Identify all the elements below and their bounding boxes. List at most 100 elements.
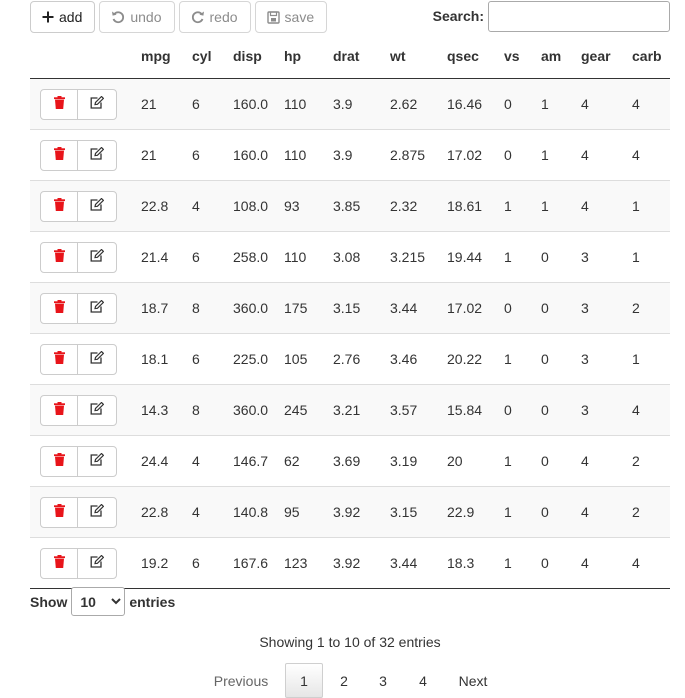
cell-gear[interactable]: 3 [581,282,632,334]
cell-hp[interactable]: 245 [284,384,333,436]
cell-qsec[interactable]: 19.44 [447,231,504,283]
header-mpg[interactable]: mpg [141,34,192,79]
header-gear[interactable]: gear [581,34,632,79]
cell-gear[interactable]: 3 [581,231,632,283]
header-hp[interactable]: hp [284,34,333,79]
delete-row-button[interactable] [40,547,78,579]
cell-vs[interactable]: 0 [504,129,541,181]
cell-hp[interactable]: 123 [284,537,333,589]
cell-carb[interactable]: 4 [632,384,670,436]
edit-row-button[interactable] [77,547,117,579]
search-input[interactable] [488,1,670,32]
cell-disp[interactable]: 360.0 [233,384,284,436]
cell-gear[interactable]: 4 [581,537,632,589]
cell-hp[interactable]: 93 [284,180,333,232]
cell-hp[interactable]: 110 [284,129,333,181]
cell-cyl[interactable]: 4 [192,180,233,232]
cell-hp[interactable]: 110 [284,78,333,130]
edit-row-button[interactable] [77,139,117,171]
cell-am[interactable]: 1 [541,78,581,130]
next-button[interactable]: Next [458,672,488,689]
cell-vs[interactable]: 1 [504,180,541,232]
delete-row-button[interactable] [40,292,78,324]
cell-vs[interactable]: 1 [504,537,541,589]
page-button-3[interactable]: 3 [379,672,387,689]
cell-cyl[interactable]: 6 [192,129,233,181]
cell-am[interactable]: 1 [541,180,581,232]
cell-hp[interactable]: 95 [284,486,333,538]
add-button[interactable]: add [30,1,96,33]
cell-wt[interactable]: 2.62 [390,78,447,130]
cell-disp[interactable]: 225.0 [233,333,284,385]
cell-gear[interactable]: 4 [581,486,632,538]
cell-mpg[interactable]: 18.1 [141,333,192,385]
cell-qsec[interactable]: 17.02 [447,129,504,181]
cell-qsec[interactable]: 17.02 [447,282,504,334]
page-length-select[interactable]: 10 [71,587,126,616]
cell-carb[interactable]: 1 [632,231,670,283]
cell-vs[interactable]: 0 [504,78,541,130]
header-qsec[interactable]: qsec [447,34,504,79]
cell-cyl[interactable]: 6 [192,231,233,283]
previous-button[interactable]: Previous [213,672,269,689]
cell-vs[interactable]: 1 [504,435,541,487]
delete-row-button[interactable] [40,88,78,120]
cell-gear[interactable]: 4 [581,78,632,130]
cell-drat[interactable]: 3.85 [333,180,390,232]
cell-hp[interactable]: 110 [284,231,333,283]
cell-am[interactable]: 1 [541,129,581,181]
cell-disp[interactable]: 167.6 [233,537,284,589]
cell-carb[interactable]: 2 [632,282,670,334]
cell-carb[interactable]: 4 [632,78,670,130]
cell-am[interactable]: 0 [541,384,581,436]
cell-cyl[interactable]: 6 [192,333,233,385]
cell-vs[interactable]: 1 [504,231,541,283]
cell-carb[interactable]: 2 [632,486,670,538]
cell-hp[interactable]: 105 [284,333,333,385]
cell-mpg[interactable]: 21 [141,78,192,130]
edit-row-button[interactable] [77,445,117,477]
cell-am[interactable]: 0 [541,231,581,283]
cell-mpg[interactable]: 24.4 [141,435,192,487]
cell-cyl[interactable]: 4 [192,486,233,538]
cell-qsec[interactable]: 22.9 [447,486,504,538]
cell-cyl[interactable]: 8 [192,384,233,436]
delete-row-button[interactable] [40,139,78,171]
edit-row-button[interactable] [77,88,117,120]
header-am[interactable]: am [541,34,581,79]
cell-qsec[interactable]: 18.3 [447,537,504,589]
edit-row-button[interactable] [77,292,117,324]
cell-mpg[interactable]: 22.8 [141,486,192,538]
delete-row-button[interactable] [40,394,78,426]
cell-qsec[interactable]: 20.22 [447,333,504,385]
cell-disp[interactable]: 160.0 [233,129,284,181]
cell-hp[interactable]: 62 [284,435,333,487]
cell-wt[interactable]: 3.57 [390,384,447,436]
page-button-1[interactable]: 1 [285,663,323,698]
cell-gear[interactable]: 4 [581,435,632,487]
delete-row-button[interactable] [40,343,78,375]
redo-button[interactable]: redo [178,1,251,33]
cell-vs[interactable]: 0 [504,384,541,436]
cell-mpg[interactable]: 22.8 [141,180,192,232]
cell-disp[interactable]: 108.0 [233,180,284,232]
header-disp[interactable]: disp [233,34,284,79]
cell-carb[interactable]: 4 [632,537,670,589]
cell-am[interactable]: 0 [541,486,581,538]
cell-am[interactable]: 0 [541,537,581,589]
cell-drat[interactable]: 3.15 [333,282,390,334]
cell-wt[interactable]: 3.44 [390,282,447,334]
cell-carb[interactable]: 1 [632,333,670,385]
cell-qsec[interactable]: 18.61 [447,180,504,232]
cell-drat[interactable]: 3.92 [333,537,390,589]
cell-wt[interactable]: 3.46 [390,333,447,385]
cell-carb[interactable]: 1 [632,180,670,232]
cell-cyl[interactable]: 4 [192,435,233,487]
delete-row-button[interactable] [40,496,78,528]
cell-mpg[interactable]: 14.3 [141,384,192,436]
page-button-4[interactable]: 4 [419,672,427,689]
cell-mpg[interactable]: 18.7 [141,282,192,334]
cell-disp[interactable]: 146.7 [233,435,284,487]
edit-row-button[interactable] [77,190,117,222]
edit-row-button[interactable] [77,241,117,273]
